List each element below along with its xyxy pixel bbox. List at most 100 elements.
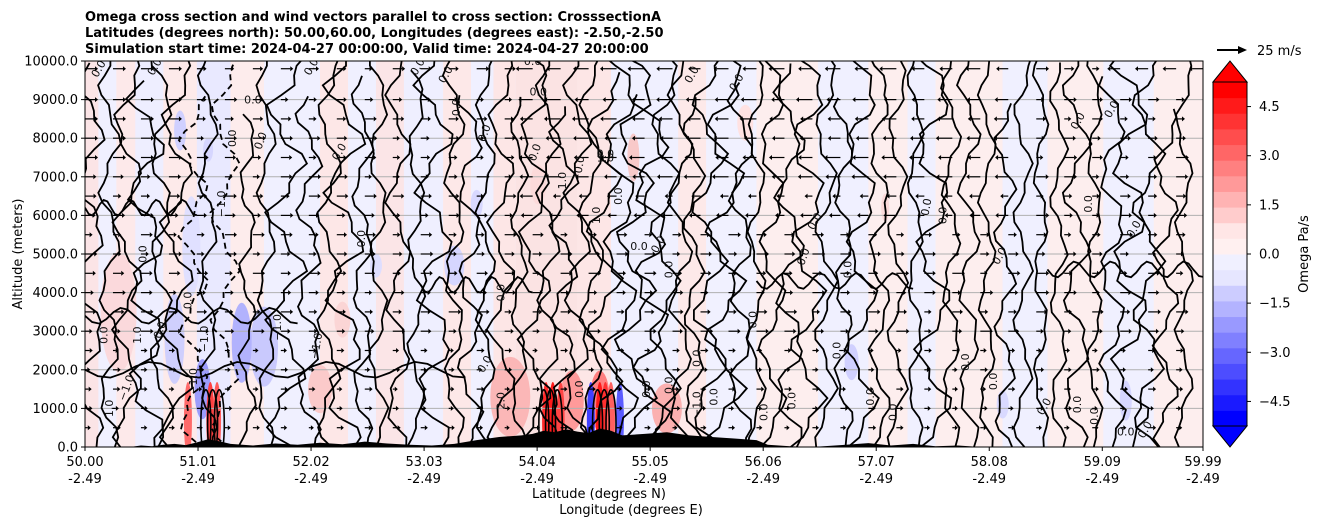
wind-vector-head: [122, 290, 126, 296]
y-tick-label: 9000.0: [33, 93, 79, 108]
wind-vector-head: [122, 116, 126, 122]
wind-vector-head: [1042, 251, 1046, 257]
wind-vector-head: [604, 135, 608, 141]
wind-vector-head: [900, 386, 904, 392]
colorbar-segment: [1213, 222, 1247, 239]
wind-vector-head: [1157, 309, 1161, 315]
wind-vector-head: [927, 405, 931, 411]
contour-label: 0.0: [640, 380, 653, 398]
wind-vector-head: [983, 348, 987, 353]
wind-vector-head: [1066, 425, 1070, 431]
wind-vector-head: [456, 212, 460, 218]
wind-vector-head: [430, 251, 434, 257]
wind-vector-head: [573, 135, 577, 141]
wind-vector-head: [486, 174, 490, 180]
wind-vector-head: [677, 367, 681, 373]
wind-vector-head: [1208, 348, 1211, 353]
contour-line: [772, 63, 806, 447]
wind-vector-head: [1010, 405, 1014, 411]
quiver-key: 25 m/s: [1217, 44, 1302, 59]
wind-vector-head: [677, 251, 681, 257]
wind-vector-head: [90, 290, 94, 296]
wind-vector-head: [1128, 290, 1132, 296]
contour-label: 0.0: [355, 230, 368, 248]
wind-vector-head: [427, 309, 431, 315]
wind-vector-head: [1071, 66, 1075, 72]
wind-vector-head: [451, 386, 455, 392]
y-axis-label: Altitude (meters): [11, 199, 26, 310]
x-tick-label-lat: 52.02: [292, 455, 329, 470]
contour-label: 1.0: [590, 207, 603, 225]
wind-vector-head: [425, 174, 429, 180]
colorbar-segment: [1213, 394, 1247, 411]
contour-label: 0.0: [151, 320, 169, 341]
contour-label: 0.0: [252, 130, 270, 151]
contour-line: [516, 61, 552, 447]
wind-vector-head: [745, 212, 749, 218]
omega-fill-blob: [737, 104, 754, 141]
wind-vector-head: [150, 116, 154, 122]
wind-vector-head: [369, 405, 373, 411]
wind-vector-head: [144, 367, 148, 373]
wind-vector-head: [536, 328, 540, 334]
wind-vector-head: [1099, 251, 1103, 257]
wind-vector-head: [506, 425, 510, 431]
wind-vector-head: [956, 348, 960, 353]
wind-vector-head: [546, 66, 550, 72]
wind-vector-head: [571, 116, 575, 122]
wind-vector-head: [1068, 232, 1072, 238]
wind-vector-head: [396, 174, 400, 180]
wind-vector-head: [590, 425, 594, 431]
y-tick-label: 8000.0: [33, 132, 79, 147]
wind-vector-head: [343, 116, 347, 122]
wind-vector-head: [520, 212, 524, 218]
wind-vector-head: [92, 212, 96, 218]
wind-vector-head: [122, 97, 126, 103]
wind-vector-head: [260, 193, 264, 199]
wind-vector-head: [397, 155, 401, 160]
wind-vector-head: [708, 251, 712, 257]
wind-vector-head: [453, 232, 457, 238]
wind-vector-head: [339, 405, 343, 411]
contour-line: [814, 61, 839, 447]
wind-vector-head: [989, 328, 993, 334]
wind-vector-head: [198, 348, 202, 353]
wind-vector-head: [512, 290, 516, 296]
wind-vector-head: [564, 232, 568, 238]
wind-vector-head: [227, 425, 231, 431]
wind-vector-head: [703, 425, 707, 431]
contour-label: 0.0: [475, 123, 493, 144]
wind-vector-head: [707, 232, 711, 238]
wind-vector-head: [451, 425, 455, 431]
wind-vector-head: [315, 232, 319, 238]
wind-vector-head: [1122, 405, 1126, 411]
wind-vector-head: [647, 348, 651, 353]
wind-vector-head: [426, 135, 430, 141]
wind-vector-head: [1180, 386, 1184, 392]
contour-line: [85, 62, 106, 447]
wind-vector-head: [260, 290, 264, 296]
contour-line: [598, 389, 611, 447]
x-tick-label-lat: 58.08: [971, 455, 1008, 470]
wind-vector-head: [734, 251, 738, 257]
wind-vector-head: [290, 309, 294, 315]
omega-fill-spike: [615, 381, 624, 447]
contour-lines: [85, 61, 1203, 447]
wind-vector-head: [485, 328, 489, 334]
contour-label: 0.0: [529, 86, 547, 99]
wind-vector-head: [150, 309, 154, 315]
wind-vector-head: [985, 309, 989, 315]
contour-label: 0.0: [630, 240, 648, 253]
colorbar-segment: [1213, 300, 1247, 318]
wind-vector-head: [932, 290, 936, 296]
wind-vector-head: [737, 232, 741, 238]
wind-vector-head: [901, 232, 905, 238]
wind-vector-head: [573, 155, 577, 160]
wind-vector-head: [1154, 174, 1158, 180]
wind-vector-head: [859, 193, 863, 199]
contour-line: [149, 61, 175, 447]
wind-vector-head: [171, 348, 175, 353]
wind-vector-head: [89, 348, 93, 353]
wind-vector-head: [344, 251, 348, 257]
terrain-profile: [85, 428, 1203, 447]
